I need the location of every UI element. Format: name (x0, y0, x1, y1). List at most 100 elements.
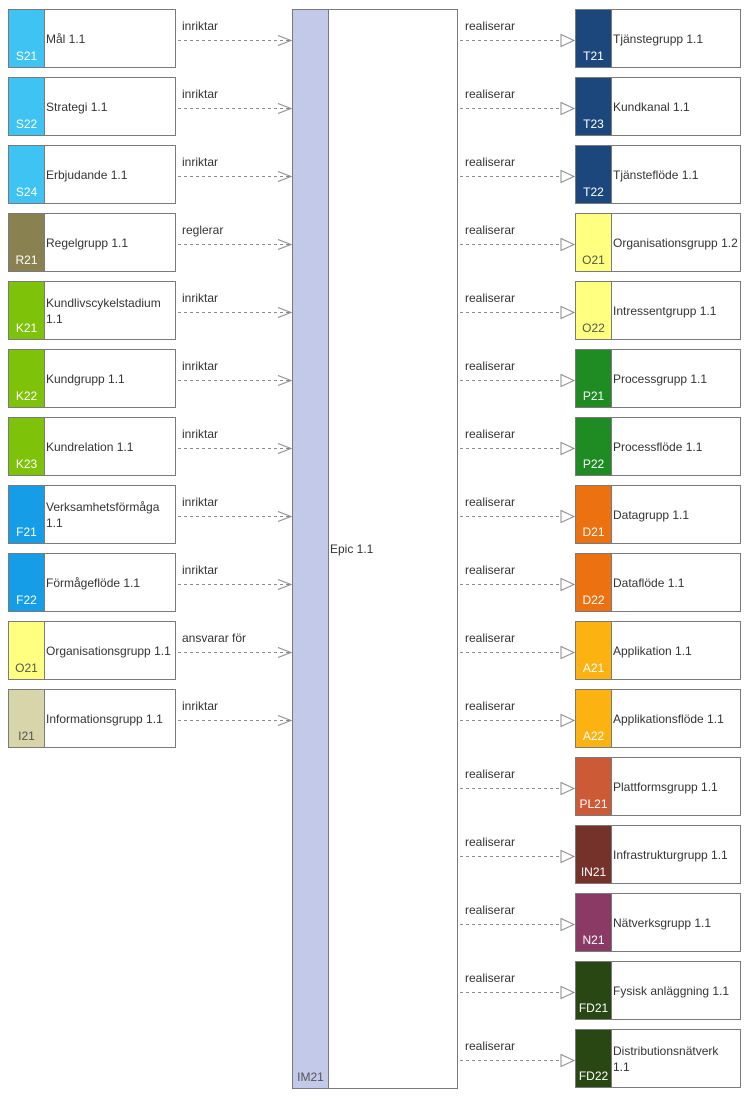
right-node[interactable]: O21 Organisationsgrupp 1.2 (575, 213, 741, 272)
node-code: T21 (583, 49, 604, 63)
left-node[interactable]: F22 Förmågeflöde 1.1 (8, 553, 176, 612)
node-color-tag (9, 78, 45, 135)
node-name: Applikationsflöde 1.1 (613, 711, 724, 726)
node-name: Datagrupp 1.1 (613, 507, 690, 522)
node-color-tag (576, 78, 612, 135)
right-edge-label: realiserar (465, 494, 516, 509)
right-node[interactable]: D21 Datagrupp 1.1 (575, 485, 741, 544)
right-node[interactable]: IN21 Infrastrukturgrupp 1.1 (575, 825, 741, 884)
right-node[interactable]: FD22 Distributionsnätverk 1.1 (575, 1029, 741, 1088)
right-edge-label: realiserar (465, 1038, 516, 1053)
right-edge-label: realiserar (465, 834, 516, 849)
node-name: Kundkanal 1.1 (613, 99, 690, 114)
right-node[interactable]: T23 Kundkanal 1.1 (575, 77, 741, 136)
right-edge-arrowhead (560, 577, 576, 592)
right-edge-label: realiserar (465, 426, 516, 441)
node-color-tag (9, 146, 45, 203)
left-node[interactable]: K22 Kundgrupp 1.1 (8, 349, 176, 408)
node-name: Informationsgrupp 1.1 (46, 711, 163, 726)
node-name: Organisationsgrupp 1.2 (613, 235, 738, 250)
node-name: Tjänsteflöde 1.1 (613, 167, 699, 182)
node-name: Nätverksgrupp 1.1 (613, 915, 712, 930)
right-edge-label: realiserar (465, 970, 516, 985)
right-edge-arrowhead (560, 169, 576, 184)
right-node[interactable]: T22 Tjänsteflöde 1.1 (575, 145, 741, 204)
right-node[interactable]: O22 Intressentgrupp 1.1 (575, 281, 741, 340)
left-edge-arrowhead (277, 511, 293, 522)
left-node[interactable]: I21 Informationsgrupp 1.1 (8, 689, 176, 748)
left-edge-label: inriktar (182, 86, 219, 101)
left-edge-arrowhead (277, 35, 293, 46)
right-node[interactable]: T21 Tjänstegrupp 1.1 (575, 9, 741, 68)
right-node[interactable]: P21 Processgrupp 1.1 (575, 349, 741, 408)
left-edge-arrowhead (277, 171, 293, 182)
left-edge-label: inriktar (182, 358, 219, 373)
node-name: Erbjudande 1.1 (46, 167, 128, 182)
node-color-tag (576, 486, 612, 543)
node-code: O21 (582, 253, 605, 267)
right-node[interactable]: PL21 Plattformsgrupp 1.1 (575, 757, 741, 816)
left-node[interactable]: R21 Regelgrupp 1.1 (8, 213, 176, 272)
node-name: Infrastrukturgrupp 1.1 (613, 847, 728, 862)
right-edge-arrowhead (560, 713, 576, 728)
node-color-tag (576, 10, 612, 67)
right-node[interactable]: FD21 Fysisk anläggning 1.1 (575, 961, 741, 1020)
left-node[interactable]: S21 Mål 1.1 (8, 9, 176, 68)
node-name: Processgrupp 1.1 (613, 371, 708, 386)
node-color-tag (9, 214, 45, 271)
node-code: I21 (18, 729, 35, 743)
left-node[interactable]: O21 Organisationsgrupp 1.1 (8, 621, 176, 680)
right-edge-label: realiserar (465, 698, 516, 713)
left-node[interactable]: K21 Kundlivscykelstadium 1.1 (8, 281, 176, 340)
node-code: F22 (16, 593, 37, 607)
node-code: O21 (15, 661, 38, 675)
right-node[interactable]: P22 Processflöde 1.1 (575, 417, 741, 476)
node-code: FD21 (578, 1001, 609, 1015)
left-edge-label: inriktar (182, 290, 219, 305)
node-code: S24 (15, 185, 38, 199)
center-node-epic[interactable]: IM21 Epic 1.1 (292, 9, 458, 1089)
right-node[interactable]: N21 Nätverksgrupp 1.1 (575, 893, 741, 952)
right-node[interactable]: A21 Applikation 1.1 (575, 621, 741, 680)
left-node[interactable]: K23 Kundrelation 1.1 (8, 417, 176, 476)
right-edge-arrowhead (560, 509, 576, 524)
right-edge-arrowhead (560, 101, 576, 116)
right-node[interactable]: D22 Dataflöde 1.1 (575, 553, 741, 612)
node-code: F21 (16, 525, 37, 539)
left-node[interactable]: S24 Erbjudande 1.1 (8, 145, 176, 204)
right-edge-arrowhead (560, 917, 576, 932)
right-edge-arrowhead (560, 237, 576, 252)
right-edge-label: realiserar (465, 86, 516, 101)
right-edge-arrowhead (560, 645, 576, 660)
node-color-tag (9, 554, 45, 611)
right-edge-arrowhead (560, 1053, 576, 1068)
node-color-tag (576, 894, 612, 951)
node-name: Plattformsgrupp 1.1 (613, 779, 718, 794)
node-name: Förmågeflöde 1.1 (46, 575, 141, 590)
right-edge-label: realiserar (465, 766, 516, 781)
node-color-tag (9, 418, 45, 475)
node-name: Processflöde 1.1 (613, 439, 703, 454)
right-edge-arrowhead (560, 985, 576, 1000)
node-code: T22 (583, 185, 604, 199)
right-edge-label: realiserar (465, 222, 516, 237)
left-edge-label: inriktar (182, 18, 219, 33)
right-edge-label: realiserar (465, 290, 516, 305)
right-edge-label: realiserar (465, 18, 516, 33)
node-code: A21 (582, 661, 605, 675)
left-edge-label: inriktar (182, 494, 219, 509)
left-edge-arrowhead (277, 239, 293, 250)
left-node[interactable]: F21 Verksamhetsförmåga 1.1 (8, 485, 176, 544)
right-node[interactable]: A22 Applikationsflöde 1.1 (575, 689, 741, 748)
left-edge-label: inriktar (182, 562, 219, 577)
left-edge-arrowhead (277, 103, 293, 114)
node-name: Applikation 1.1 (613, 643, 692, 658)
left-node[interactable]: S22 Strategi 1.1 (8, 77, 176, 136)
node-color-tag (576, 758, 612, 815)
node-color-tag (576, 826, 612, 883)
node-code: K21 (15, 321, 38, 335)
node-color-tag (9, 350, 45, 407)
node-code: S21 (15, 49, 38, 63)
node-name: Strategi 1.1 (46, 99, 108, 114)
